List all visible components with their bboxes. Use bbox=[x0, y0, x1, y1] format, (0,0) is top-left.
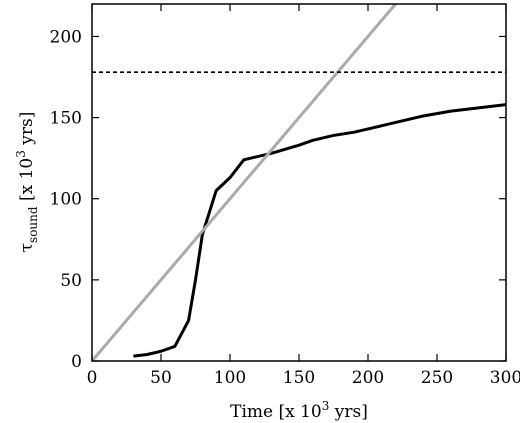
x-tick-label-3: 150 bbox=[283, 368, 315, 388]
series-layer bbox=[92, 4, 506, 361]
x-axis-title: Time [x 103 yrs] bbox=[230, 399, 368, 422]
x-tick-label-0: 0 bbox=[87, 368, 98, 388]
y-tick-label-4: 200 bbox=[50, 27, 82, 47]
series-line-0 bbox=[133, 103, 506, 358]
x-tick-label-1: 50 bbox=[150, 368, 172, 388]
x-tick-label-2: 100 bbox=[214, 368, 246, 388]
series-line-1 bbox=[92, 4, 397, 361]
y-axis-title: τsound [x 103 yrs] bbox=[14, 112, 40, 253]
y-tick-label-0: 0 bbox=[71, 352, 82, 372]
y-tick-label-3: 150 bbox=[50, 109, 82, 129]
x-tick-label-5: 250 bbox=[421, 368, 453, 388]
y-tick-label-1: 50 bbox=[60, 271, 82, 291]
y-tick-label-2: 100 bbox=[50, 190, 82, 210]
x-tick-label-4: 200 bbox=[352, 368, 384, 388]
ticks-layer: 0 50 100 150 200 250 300 0 50 100 150 200 bbox=[50, 4, 520, 388]
plot-frame bbox=[91, 3, 507, 362]
x-tick-label-6: 300 bbox=[490, 368, 520, 388]
